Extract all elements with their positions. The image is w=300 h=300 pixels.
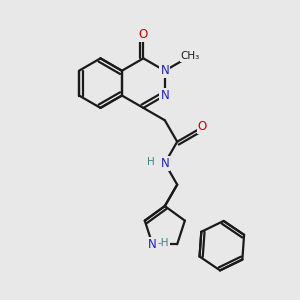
- Text: N: N: [160, 89, 169, 102]
- Text: H: H: [147, 157, 155, 167]
- Text: -H: -H: [158, 238, 169, 248]
- Text: N: N: [160, 64, 169, 77]
- Text: O: O: [198, 120, 207, 134]
- Text: CH₃: CH₃: [180, 51, 200, 61]
- Text: N: N: [160, 157, 169, 170]
- Text: N: N: [148, 238, 157, 251]
- Text: O: O: [139, 28, 148, 41]
